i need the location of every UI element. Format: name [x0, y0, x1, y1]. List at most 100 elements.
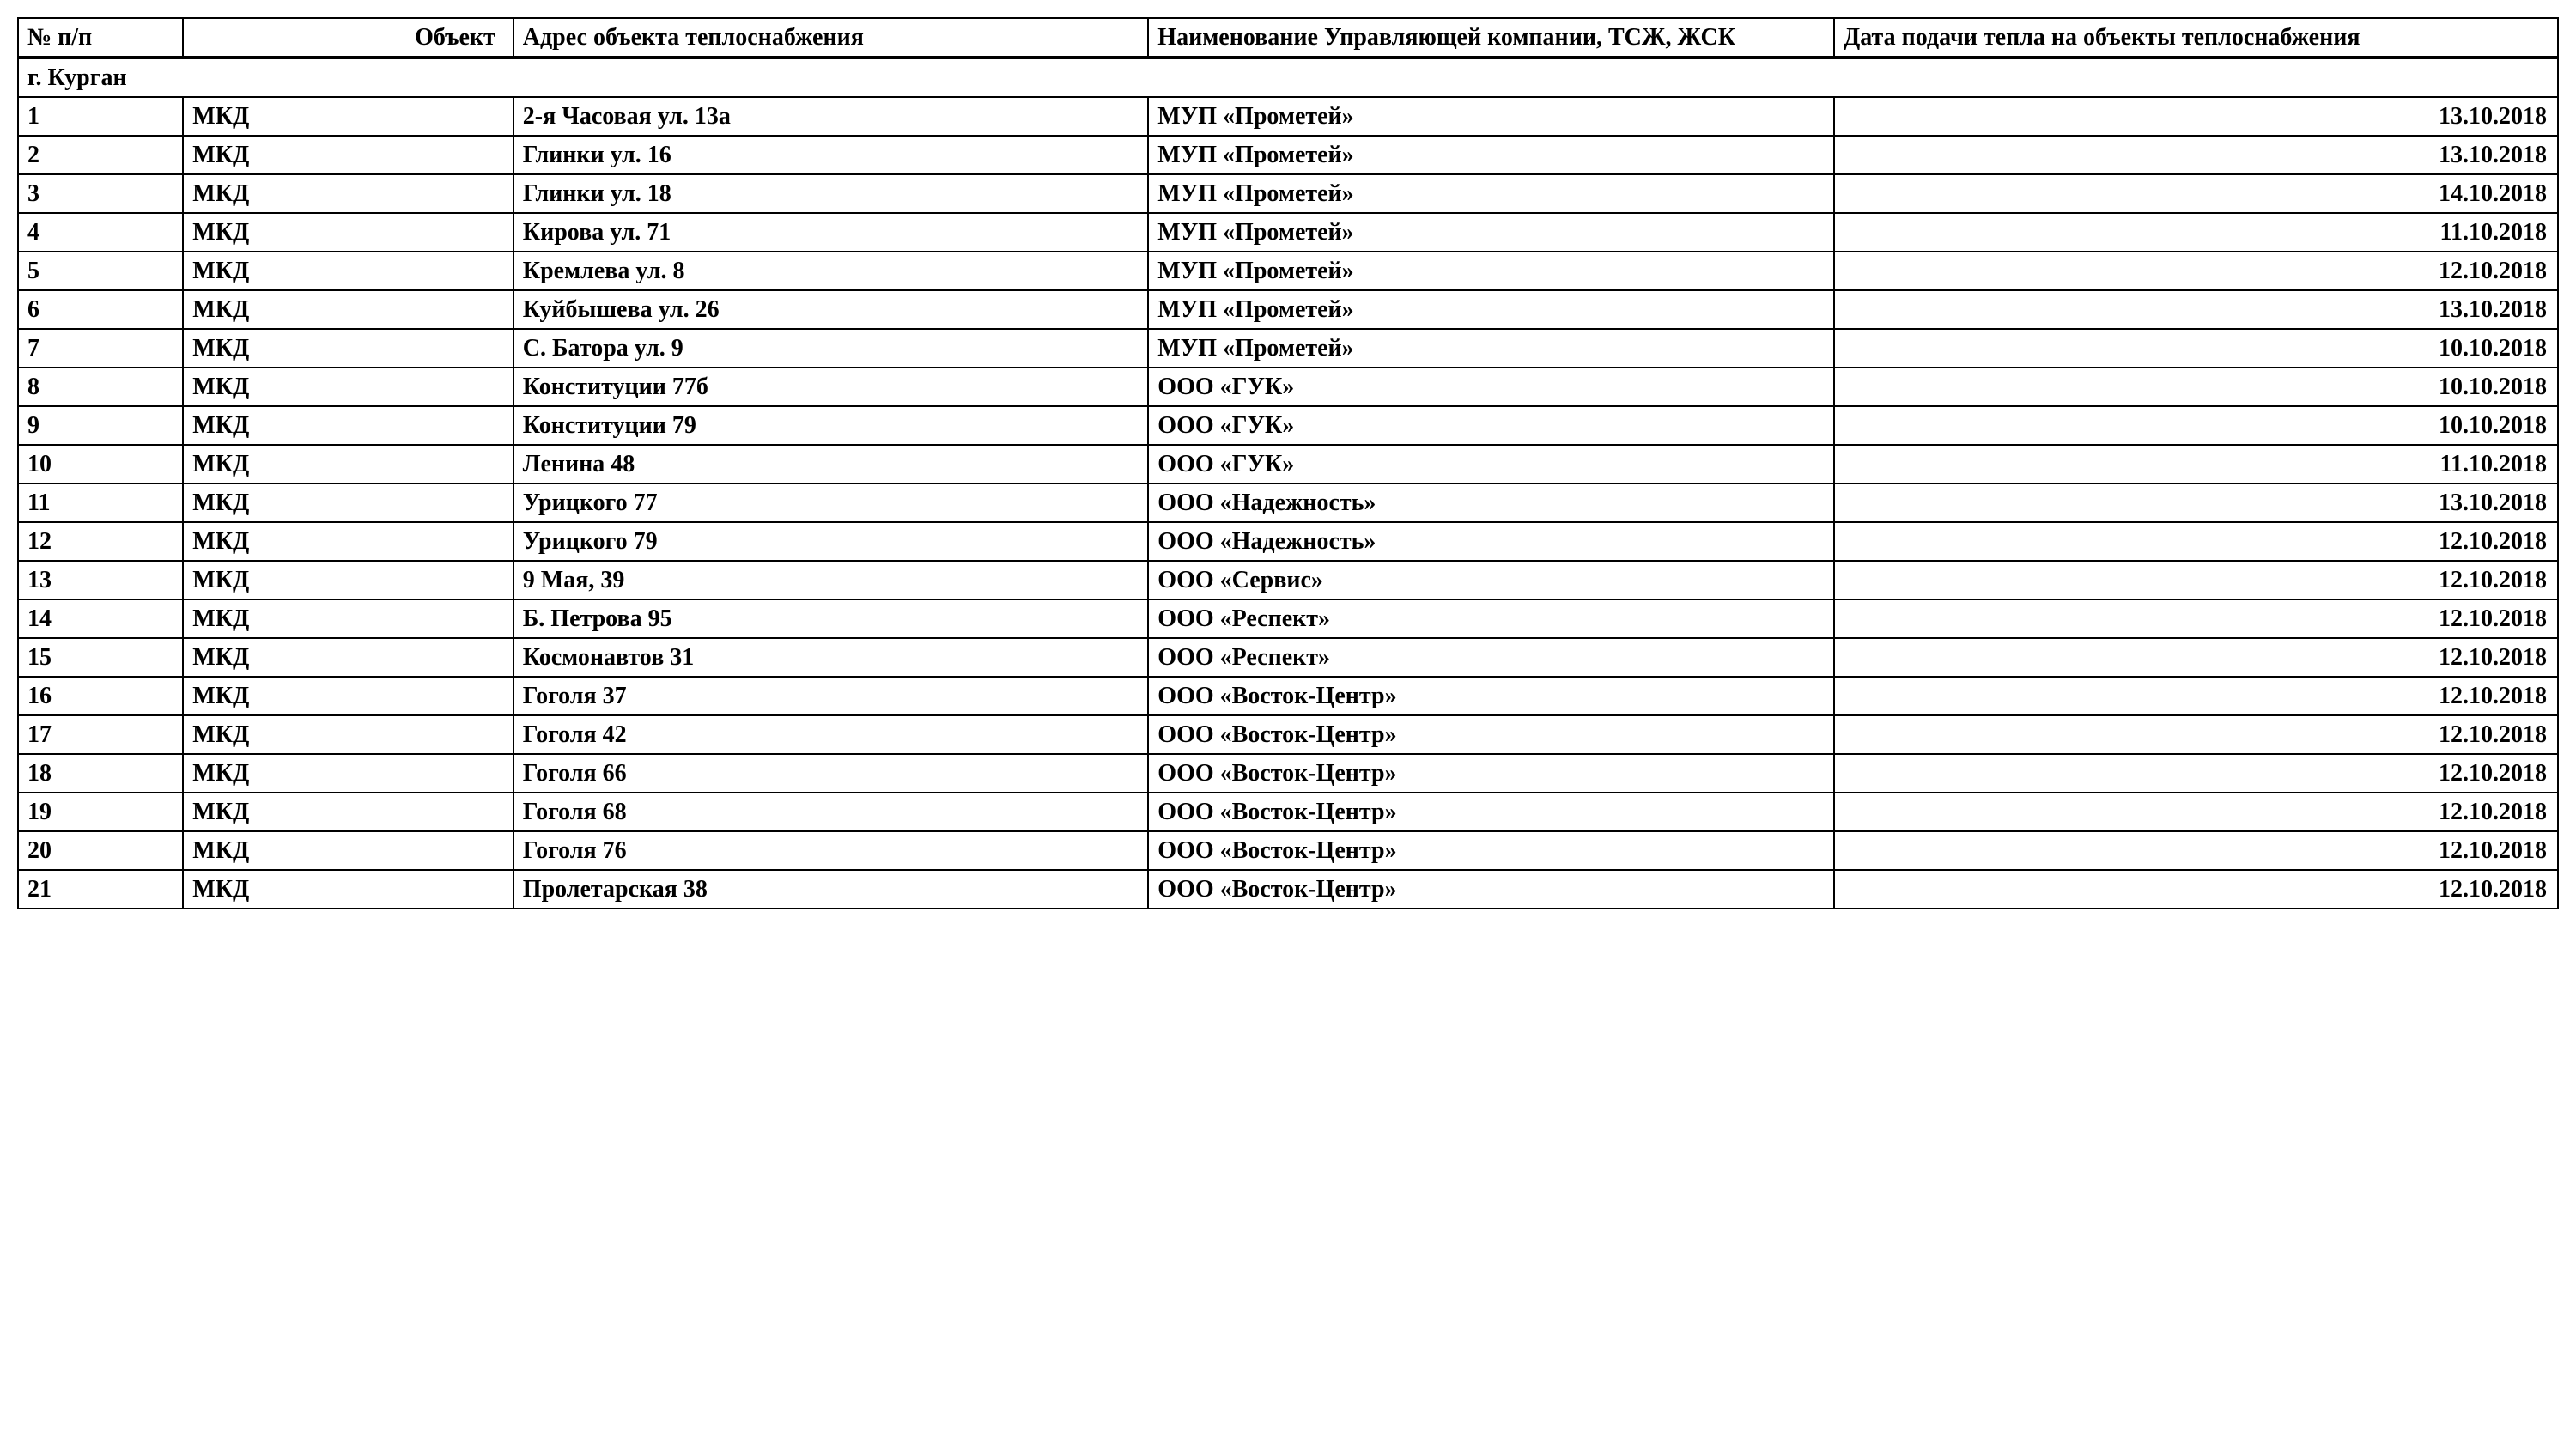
cell-date: 11.10.2018	[1834, 213, 2558, 252]
cell-address: Гоголя 68	[513, 793, 1149, 831]
cell-company: ООО «Восток-Центр»	[1148, 715, 1834, 754]
cell-num: 8	[18, 368, 183, 406]
cell-object: МКД	[183, 483, 513, 522]
cell-num: 15	[18, 638, 183, 677]
cell-company: МУП «Прометей»	[1148, 174, 1834, 213]
section-row: г. Курган	[18, 58, 2558, 97]
cell-object: МКД	[183, 174, 513, 213]
cell-object: МКД	[183, 831, 513, 870]
cell-date: 11.10.2018	[1834, 445, 2558, 483]
table-row: 2МКДГлинки ул. 16МУП «Прометей»13.10.201…	[18, 136, 2558, 174]
table-row: 14МКДБ. Петрова 95ООО «Респект»12.10.201…	[18, 599, 2558, 638]
cell-object: МКД	[183, 870, 513, 909]
table-row: 1МКД2-я Часовая ул. 13аМУП «Прометей»13.…	[18, 97, 2558, 136]
cell-address: Глинки ул. 16	[513, 136, 1149, 174]
cell-company: ООО «Респект»	[1148, 599, 1834, 638]
cell-company: МУП «Прометей»	[1148, 290, 1834, 329]
table-row: 11МКДУрицкого 77ООО «Надежность»13.10.20…	[18, 483, 2558, 522]
cell-object: МКД	[183, 599, 513, 638]
cell-address: Ленина 48	[513, 445, 1149, 483]
header-company: Наименование Управляющей компании, ТСЖ, …	[1148, 18, 1834, 58]
table-body: г. Курган 1МКД2-я Часовая ул. 13аМУП «Пр…	[18, 58, 2558, 909]
table-row: 18МКДГоголя 66ООО «Восток-Центр»12.10.20…	[18, 754, 2558, 793]
cell-company: ООО «Восток-Центр»	[1148, 677, 1834, 715]
cell-date: 10.10.2018	[1834, 368, 2558, 406]
cell-address: Урицкого 79	[513, 522, 1149, 561]
cell-object: МКД	[183, 561, 513, 599]
cell-date: 10.10.2018	[1834, 406, 2558, 445]
cell-address: Б. Петрова 95	[513, 599, 1149, 638]
cell-num: 12	[18, 522, 183, 561]
table-row: 12МКДУрицкого 79ООО «Надежность»12.10.20…	[18, 522, 2558, 561]
cell-address: Гоголя 42	[513, 715, 1149, 754]
header-date: Дата подачи тепла на объекты теплоснабже…	[1834, 18, 2558, 58]
table-row: 19МКДГоголя 68ООО «Восток-Центр»12.10.20…	[18, 793, 2558, 831]
heat-supply-table: № п/п Объект Адрес объекта теплоснабжени…	[17, 17, 2559, 909]
cell-company: ООО «Сервис»	[1148, 561, 1834, 599]
cell-company: ООО «ГУК»	[1148, 368, 1834, 406]
cell-company: ООО «Восток-Центр»	[1148, 870, 1834, 909]
cell-date: 12.10.2018	[1834, 638, 2558, 677]
cell-num: 1	[18, 97, 183, 136]
cell-object: МКД	[183, 213, 513, 252]
table-header: № п/п Объект Адрес объекта теплоснабжени…	[18, 18, 2558, 58]
cell-date: 13.10.2018	[1834, 136, 2558, 174]
cell-company: ООО «ГУК»	[1148, 406, 1834, 445]
table-row: 16МКДГоголя 37ООО «Восток-Центр»12.10.20…	[18, 677, 2558, 715]
cell-company: ООО «ГУК»	[1148, 445, 1834, 483]
cell-object: МКД	[183, 329, 513, 368]
cell-date: 13.10.2018	[1834, 97, 2558, 136]
cell-company: МУП «Прометей»	[1148, 97, 1834, 136]
table-row: 3МКДГлинки ул. 18МУП «Прометей»14.10.201…	[18, 174, 2558, 213]
cell-address: Кирова ул. 71	[513, 213, 1149, 252]
cell-num: 6	[18, 290, 183, 329]
cell-date: 12.10.2018	[1834, 677, 2558, 715]
cell-address: 2-я Часовая ул. 13а	[513, 97, 1149, 136]
table-row: 20МКДГоголя 76ООО «Восток-Центр»12.10.20…	[18, 831, 2558, 870]
cell-date: 12.10.2018	[1834, 561, 2558, 599]
cell-date: 13.10.2018	[1834, 290, 2558, 329]
table-row: 10МКДЛенина 48ООО «ГУК»11.10.2018	[18, 445, 2558, 483]
cell-address: Конституции 79	[513, 406, 1149, 445]
cell-object: МКД	[183, 677, 513, 715]
cell-date: 10.10.2018	[1834, 329, 2558, 368]
table-row: 5МКДКремлева ул. 8МУП «Прометей»12.10.20…	[18, 252, 2558, 290]
cell-address: Гоголя 76	[513, 831, 1149, 870]
cell-object: МКД	[183, 290, 513, 329]
cell-num: 11	[18, 483, 183, 522]
cell-num: 20	[18, 831, 183, 870]
cell-num: 17	[18, 715, 183, 754]
cell-num: 7	[18, 329, 183, 368]
cell-date: 12.10.2018	[1834, 754, 2558, 793]
cell-company: МУП «Прометей»	[1148, 136, 1834, 174]
cell-address: Глинки ул. 18	[513, 174, 1149, 213]
cell-company: ООО «Восток-Центр»	[1148, 831, 1834, 870]
cell-object: МКД	[183, 252, 513, 290]
cell-address: Пролетарская 38	[513, 870, 1149, 909]
cell-object: МКД	[183, 754, 513, 793]
cell-date: 12.10.2018	[1834, 715, 2558, 754]
table-row: 9МКДКонституции 79ООО «ГУК»10.10.2018	[18, 406, 2558, 445]
cell-address: Кремлева ул. 8	[513, 252, 1149, 290]
cell-object: МКД	[183, 406, 513, 445]
table-row: 13МКД9 Мая, 39ООО «Сервис»12.10.2018	[18, 561, 2558, 599]
cell-date: 12.10.2018	[1834, 793, 2558, 831]
cell-num: 21	[18, 870, 183, 909]
cell-num: 3	[18, 174, 183, 213]
cell-object: МКД	[183, 97, 513, 136]
cell-address: Конституции 77б	[513, 368, 1149, 406]
cell-date: 12.10.2018	[1834, 599, 2558, 638]
cell-address: 9 Мая, 39	[513, 561, 1149, 599]
cell-company: ООО «Надежность»	[1148, 483, 1834, 522]
cell-address: Космонавтов 31	[513, 638, 1149, 677]
cell-num: 16	[18, 677, 183, 715]
header-num: № п/п	[18, 18, 183, 58]
cell-num: 13	[18, 561, 183, 599]
cell-num: 14	[18, 599, 183, 638]
cell-object: МКД	[183, 368, 513, 406]
cell-company: МУП «Прометей»	[1148, 252, 1834, 290]
cell-date: 14.10.2018	[1834, 174, 2558, 213]
header-object: Объект	[183, 18, 513, 58]
section-label: г. Курган	[18, 58, 2558, 97]
cell-num: 10	[18, 445, 183, 483]
